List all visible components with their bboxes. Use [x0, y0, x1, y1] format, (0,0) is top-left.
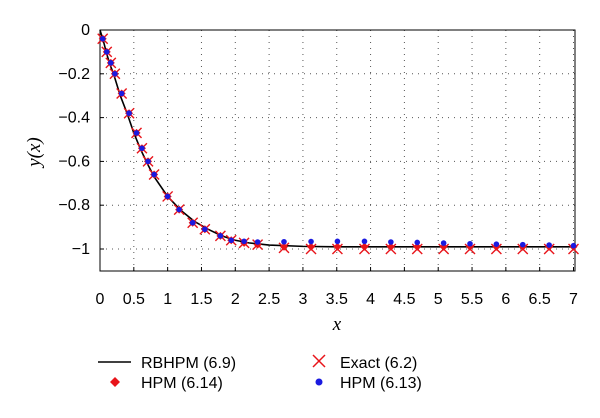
y-tick-label: −0.8: [58, 197, 90, 214]
legend: RBHPM (6.9) HPM (6.14) Exact (6.2) HPM (…: [98, 354, 422, 392]
data-point-hpm-613: [176, 206, 182, 213]
data-point-exact: [358, 243, 370, 255]
legend-item-exact: Exact (6.2): [312, 354, 417, 372]
data-point-hpm-613: [254, 239, 261, 245]
data-point-hpm-613: [164, 193, 171, 200]
data-point-exact: [331, 243, 343, 255]
grid-layer: [100, 30, 575, 271]
data-point-hpm-613: [112, 71, 118, 77]
y-tick-label: −1: [72, 241, 90, 258]
data-point-hpm-613: [108, 60, 114, 66]
legend-label-rbhpm: RBHPM (6.9): [141, 355, 236, 372]
data-point-hpm-614: [413, 242, 422, 251]
data-point-exact: [464, 243, 476, 255]
data-point-hpm-613: [519, 241, 526, 248]
data-point-hpm-613: [118, 90, 125, 97]
data-point-exact: [305, 243, 317, 255]
series-x-marker: [97, 33, 579, 255]
legend-label-exact: Exact (6.2): [340, 355, 417, 372]
data-point-hpm-613: [493, 241, 500, 247]
y-tick-label: 0: [81, 22, 90, 39]
y-tick-label: −0.2: [58, 66, 90, 83]
data-point-hpm-613: [281, 238, 287, 245]
data-point-hpm-613: [414, 239, 421, 246]
legend-item-rbhpm: RBHPM (6.9): [98, 355, 236, 372]
series-dot-marker: [99, 35, 577, 249]
data-point-hpm-613: [139, 145, 145, 152]
data-point-hpm-613: [202, 226, 208, 233]
data-point-exact: [385, 243, 397, 255]
data-point-exact: [438, 243, 450, 255]
data-point-hpm-613: [241, 238, 247, 245]
x-tick-label: 3.5: [326, 291, 348, 308]
y-tick-label: −0.6: [58, 153, 90, 170]
x-tick-label: 0: [96, 291, 105, 308]
x-tick-label: 7: [569, 291, 578, 308]
x-tick-label: 5.5: [461, 291, 483, 308]
legend-label-hpm-614: HPM (6.14): [141, 375, 223, 392]
data-point-exact: [490, 243, 502, 255]
x-tick-label: 4: [366, 291, 375, 308]
data-point-hpm-613: [151, 171, 157, 178]
data-point-hpm-613: [145, 158, 151, 165]
data-point-hpm-614: [279, 242, 288, 251]
legend-label-hpm-613: HPM (6.13): [340, 375, 422, 392]
x-tick-label: 2.5: [258, 291, 280, 308]
x-tick-label: 1.5: [190, 291, 212, 308]
data-point-hpm-613: [361, 238, 368, 245]
plot-frame: [99, 29, 576, 272]
x-tick-label: 2: [231, 291, 240, 308]
legend-item-hpm-613: HPM (6.13): [315, 375, 422, 392]
data-point-hpm-613: [103, 49, 110, 55]
data-point-exact: [517, 243, 529, 255]
data-point-hpm-613: [334, 238, 341, 245]
x-tick-label: 4.5: [393, 291, 415, 308]
data-point-hpm-613: [388, 239, 394, 245]
x-axis-ticks: 0 0.5 1 1.5 2 2.5 3 3.5 4 4.5 5 5.5 6 6.5 7: [96, 267, 578, 308]
data-point-exact: [411, 243, 423, 255]
data-point-exact: [278, 242, 290, 254]
legend-item-hpm-614: HPM (6.14): [110, 375, 223, 392]
data-point-hpm-613: [440, 240, 447, 246]
series-diamond-marker: [98, 34, 578, 251]
data-point-exact: [543, 243, 555, 255]
x-tick-label: 1: [163, 291, 172, 308]
data-point-hpm-613: [570, 242, 577, 249]
legend-diamond-swatch: [110, 377, 120, 387]
data-point-hpm-613: [217, 233, 224, 239]
series-layer: [97, 29, 579, 255]
data-point-hpm-613: [308, 238, 314, 245]
data-point-hpm-613: [228, 237, 235, 244]
data-point-hpm-613: [546, 242, 552, 248]
data-point-hpm-613: [467, 240, 473, 247]
x-tick-label: 6: [501, 291, 510, 308]
y-axis-label: y(x): [24, 137, 45, 169]
x-tick-label: 3: [298, 291, 307, 308]
x-tick-label: 5: [434, 291, 443, 308]
data-point-hpm-614: [307, 242, 316, 251]
data-point-hpm-613: [126, 110, 132, 117]
legend-dot-swatch: [315, 378, 323, 386]
x-tick-label: 0.5: [123, 291, 145, 308]
data-point-hpm-613: [189, 219, 196, 226]
data-point-hpm-614: [360, 242, 369, 251]
y-axis-ticks: 0 −0.2 −0.4 −0.6 −0.8 −1: [58, 22, 104, 258]
data-point-exact: [568, 243, 579, 255]
data-point-hpm-613: [133, 130, 140, 136]
legend-x-swatch: [312, 354, 326, 368]
data-point-hpm-614: [333, 242, 342, 251]
y-tick-label: −0.4: [58, 110, 90, 127]
data-point-hpm-614: [386, 242, 395, 251]
x-tick-label: 6.5: [529, 291, 551, 308]
x-axis-label: x: [332, 314, 342, 335]
data-point-hpm-613: [99, 35, 106, 42]
